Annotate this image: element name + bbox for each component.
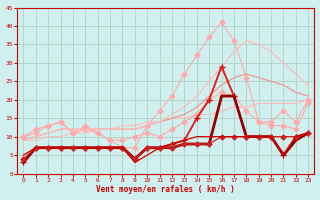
X-axis label: Vent moyen/en rafales ( km/h ): Vent moyen/en rafales ( km/h )	[96, 185, 235, 194]
